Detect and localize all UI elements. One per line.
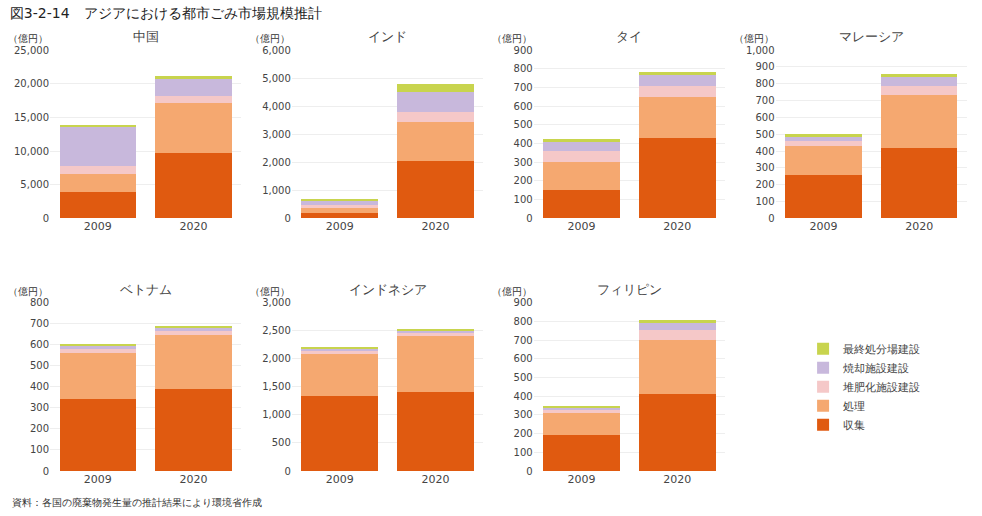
svg-text:0: 0 [526,213,532,224]
svg-text:800: 800 [755,78,774,89]
svg-text:（億円）: （億円） [250,286,290,297]
svg-text:500: 500 [514,372,533,383]
svg-text:処理: 処理 [843,400,865,413]
svg-text:25,000: 25,000 [14,45,49,56]
svg-text:900: 900 [514,297,533,308]
svg-text:500: 500 [272,437,291,448]
svg-text:0: 0 [284,213,290,224]
svg-text:インド: インド [368,29,407,44]
svg-text:資料：各国の廃棄物発生量の推計結果により環境省作成: 資料：各国の廃棄物発生量の推計結果により環境省作成 [12,497,262,508]
svg-text:200: 200 [30,423,49,434]
svg-text:4,000: 4,000 [262,101,291,112]
svg-text:2020: 2020 [663,473,691,486]
svg-text:マレーシア: マレーシア [839,29,904,44]
svg-text:400: 400 [514,138,533,149]
svg-text:600: 600 [755,112,774,123]
svg-text:500: 500 [755,129,774,140]
svg-text:900: 900 [514,45,533,56]
svg-text:5,000: 5,000 [262,73,291,84]
svg-text:2009: 2009 [326,473,354,486]
svg-text:800: 800 [514,63,533,74]
svg-text:300: 300 [514,157,533,168]
svg-text:500: 500 [30,360,49,371]
svg-text:200: 200 [755,179,774,190]
svg-text:2020: 2020 [421,473,449,486]
svg-text:（億円）: （億円） [250,33,290,44]
svg-text:700: 700 [514,335,533,346]
svg-text:3,000: 3,000 [262,297,291,308]
svg-text:300: 300 [514,409,533,420]
svg-text:（億円）: （億円） [8,33,48,44]
svg-text:0: 0 [768,213,774,224]
svg-text:2020: 2020 [421,220,449,233]
svg-text:400: 400 [514,391,533,402]
svg-text:400: 400 [30,381,49,392]
svg-text:ベトナム: ベトナム [120,282,172,297]
svg-text:700: 700 [514,82,533,93]
svg-text:中国: 中国 [133,29,159,44]
svg-text:6,000: 6,000 [262,45,291,56]
svg-text:500: 500 [514,119,533,130]
svg-text:10,000: 10,000 [14,146,49,157]
svg-text:2020: 2020 [663,220,691,233]
svg-text:2,000: 2,000 [262,157,291,168]
svg-text:0: 0 [43,213,49,224]
svg-text:900: 900 [755,61,774,72]
svg-text:（億円）: （億円） [8,286,48,297]
svg-text:焼却施設建設: 焼却施設建設 [843,362,909,375]
svg-text:800: 800 [30,297,49,308]
svg-text:2009: 2009 [84,473,112,486]
svg-text:タイ: タイ [616,29,642,44]
svg-text:（億円）: （億円） [734,33,774,44]
svg-text:1,000: 1,000 [746,45,775,56]
svg-text:2009: 2009 [809,220,837,233]
svg-text:600: 600 [514,353,533,364]
svg-text:インドネシア: インドネシア [349,282,427,297]
svg-text:堆肥化施設建設: 堆肥化施設建設 [842,381,920,394]
svg-text:最終処分場建設: 最終処分場建設 [843,343,920,356]
svg-text:200: 200 [514,175,533,186]
svg-text:2020: 2020 [905,220,933,233]
svg-text:5,000: 5,000 [20,179,49,190]
svg-text:2009: 2009 [568,220,596,233]
svg-text:300: 300 [755,162,774,173]
svg-text:（億円）: （億円） [492,286,532,297]
svg-text:0: 0 [43,466,49,477]
svg-text:200: 200 [514,428,533,439]
svg-text:700: 700 [30,318,49,329]
svg-text:収集: 収集 [843,419,865,432]
svg-text:100: 100 [755,196,774,207]
svg-text:400: 400 [755,146,774,157]
svg-text:2020: 2020 [180,220,208,233]
svg-text:2020: 2020 [180,473,208,486]
svg-text:図3-2-14 アジアにおける都市ごみ市場規模推計: 図3-2-14 アジアにおける都市ごみ市場規模推計 [10,5,322,21]
svg-text:700: 700 [755,95,774,106]
svg-text:0: 0 [284,466,290,477]
svg-text:1,000: 1,000 [262,185,291,196]
svg-text:100: 100 [514,447,533,458]
svg-text:15,000: 15,000 [14,112,49,123]
svg-text:フィリピン: フィリピン [597,282,662,297]
svg-text:600: 600 [30,339,49,350]
svg-text:100: 100 [30,444,49,455]
svg-text:（億円）: （億円） [492,33,532,44]
svg-text:300: 300 [30,402,49,413]
svg-text:100: 100 [514,194,533,205]
svg-text:2,000: 2,000 [262,353,291,364]
svg-text:1,000: 1,000 [262,409,291,420]
svg-text:1,500: 1,500 [262,381,291,392]
svg-text:600: 600 [514,101,533,112]
svg-text:800: 800 [514,316,533,327]
svg-text:2,500: 2,500 [262,325,291,336]
svg-text:2009: 2009 [84,220,112,233]
svg-text:20,000: 20,000 [14,78,49,89]
svg-text:3,000: 3,000 [262,129,291,140]
svg-text:0: 0 [526,466,532,477]
svg-text:2009: 2009 [326,220,354,233]
svg-text:2009: 2009 [568,473,596,486]
